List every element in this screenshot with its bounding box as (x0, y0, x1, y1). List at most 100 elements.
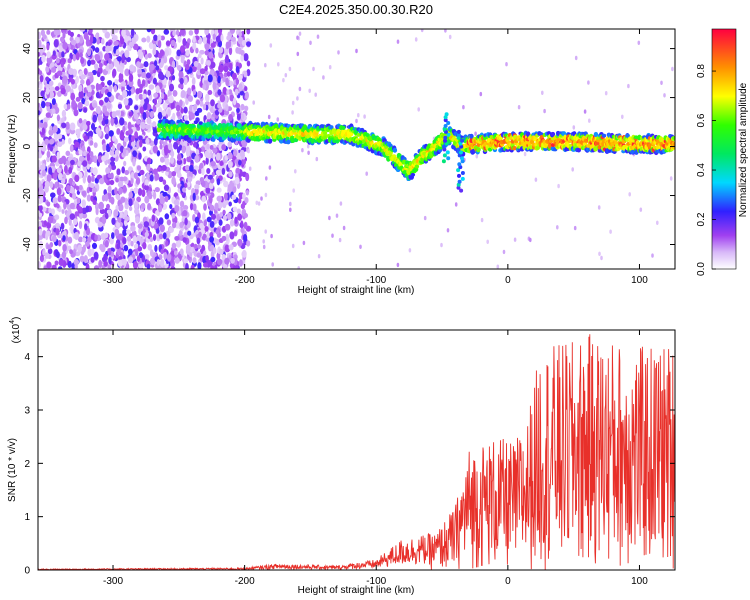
spectrogram-noise-cell (55, 251, 60, 259)
spectrogram-noise-cell (112, 35, 117, 41)
spectrogram-noise-cell (38, 31, 41, 40)
spectrogram-speckle (474, 131, 477, 136)
spectrogram-noise-cell (116, 243, 121, 250)
spectrogram-noise-cell (134, 201, 139, 209)
spectrogram-noise-cell (209, 220, 215, 228)
spectrogram-noise-cell (122, 176, 128, 182)
spectrogram-speckle (248, 166, 252, 171)
spectrogram-noise-cell (128, 191, 133, 199)
spectrogram-noise-cell (104, 133, 109, 140)
spectrogram-noise-cell (184, 165, 190, 171)
spectrogram-noise-cell (176, 111, 181, 117)
spectrogram-noise-cell (146, 35, 151, 43)
spectrogram-noise-cell (146, 157, 152, 165)
spectrogram-noise-cell (70, 39, 77, 46)
spectrogram-noise-cell (137, 135, 143, 141)
spectrogram-noise-cell (49, 125, 53, 131)
spectrogram-noise-cell (197, 262, 202, 269)
spectrogram-noise-cell (234, 216, 238, 224)
spectrogram-noise-cell (238, 259, 243, 267)
spectrogram-noise-cell (89, 35, 94, 44)
spectrogram-noise-cell (223, 180, 229, 188)
spectrogram-speckle (454, 202, 458, 207)
spectrogram-noise-cell (78, 184, 83, 191)
spectrogram-noise-cell (97, 221, 103, 228)
spectrogram-noise-cell (202, 103, 207, 111)
spectrogram-noise-cell (153, 34, 158, 42)
snr-y-tick-label: 1 (24, 512, 30, 523)
spectrogram-noise-cell (86, 48, 92, 57)
spectrogram-noise-cell (68, 137, 72, 145)
spectrogram-noise-cell (132, 235, 138, 244)
spectrogram-noise-cell (122, 229, 128, 237)
spectrogram-noise-cell (82, 175, 86, 184)
spectrogram-noise-cell (56, 203, 60, 209)
spectrogram-noise-cell (242, 192, 246, 200)
spectrogram-noise-cell (149, 63, 155, 71)
spectrogram-noise-cell (62, 235, 66, 242)
spectrogram-noise-cell (41, 54, 46, 63)
spectrogram-noise-cell (194, 29, 199, 35)
spectrogram-noise-cell (162, 179, 167, 185)
spectrogram-noise-cell (212, 82, 217, 90)
svg-text:(x104): (x104) (9, 317, 22, 344)
spectrogram-noise-cell (104, 212, 109, 220)
spectrogram-noise-cell (238, 193, 243, 200)
spectrogram-speckle (337, 50, 340, 55)
spectrogram-noise-cell (185, 263, 189, 269)
spectrogram-noise-cell (165, 240, 169, 247)
spectrogram-noise-cell (198, 231, 202, 238)
spectrogram-noise-cell (240, 227, 245, 234)
spectrogram-noise-cell (228, 114, 233, 122)
spectrogram-noise-cell (104, 111, 110, 117)
spectrogram-noise-cell (181, 145, 186, 154)
spectrogram-noise-cell (229, 262, 235, 269)
spectrogram-noise-cell (114, 78, 119, 85)
spectrogram-noise-cell (104, 31, 111, 39)
spectrogram-noise-cell (162, 191, 168, 197)
spectrogram-noise-cell (68, 68, 74, 75)
spectrogram-noise-cell (74, 231, 80, 241)
spectrogram-speckle (396, 262, 400, 268)
spectrogram-noise-cell (226, 71, 231, 77)
spectrogram-noise-cell (38, 228, 43, 236)
spectrogram-noise-cell (84, 223, 88, 231)
spectrogram-noise-cell (58, 258, 65, 267)
spectrogram-noise-cell (120, 242, 124, 249)
spectrogram-burst-cell (460, 171, 465, 175)
spectrogram-noise-cell (93, 265, 100, 269)
spectrogram-noise-cell (210, 213, 217, 220)
spectrogram-noise-cell (38, 179, 42, 188)
spectrogram-noise-cell (229, 29, 236, 35)
spectrogram-noise-cell (201, 195, 207, 203)
spectrogram-noise-cell (159, 258, 165, 268)
spectrogram-noise-cell (208, 182, 214, 190)
spectrogram-speckle (363, 114, 366, 119)
spectrogram-noise-cell (92, 102, 98, 108)
spectrogram-noise-cell (69, 144, 74, 153)
spectrogram-noise-cell (60, 178, 66, 184)
spectrogram-noise-cell (92, 167, 98, 176)
spectrogram-noise-cell (182, 157, 187, 165)
spectrogram-noise-cell (61, 109, 67, 118)
spectrogram-noise-cell (146, 117, 152, 125)
spectrogram-noise-cell (113, 85, 118, 93)
spectrogram-noise-cell (81, 145, 86, 152)
colorbar-gradient (712, 29, 736, 269)
spectrogram-noise-cell (40, 90, 45, 97)
spectrogram-noise-cell (207, 89, 213, 96)
spectrogram-noise-cell (139, 106, 145, 115)
spectrogram-noise-cell (84, 241, 90, 247)
spectrogram-noise-cell (43, 121, 48, 129)
spectrogram-noise-cell (80, 56, 85, 65)
spectrogram-noise-cell (236, 208, 241, 215)
spectrogram-noise-cell (85, 263, 90, 269)
spectrogram-noise-cell (127, 256, 134, 264)
spectrogram-noise-cell (215, 152, 221, 161)
spectrogram-noise-cell (156, 259, 160, 266)
spectrogram-speckle (291, 243, 295, 249)
spectrogram-noise-cell (110, 196, 115, 205)
spectrogram-speckle (288, 66, 292, 72)
spectrogram-signal-cell (341, 125, 346, 131)
